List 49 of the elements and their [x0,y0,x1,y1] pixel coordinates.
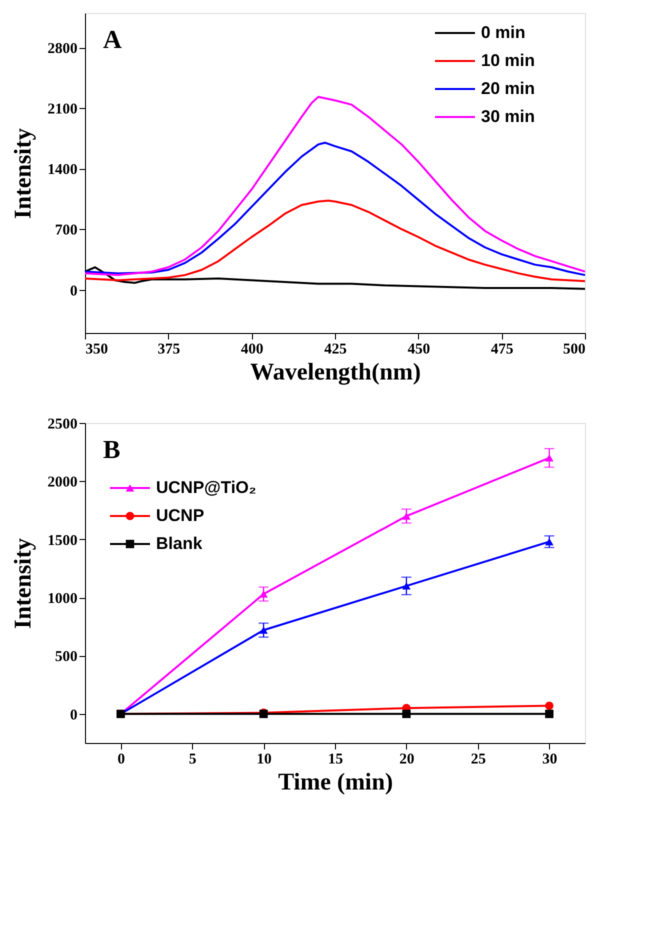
x-tick-label: 500 [563,342,586,358]
x-tick-label: 475 [490,342,514,358]
y-tick-label: 0 [70,283,78,300]
legend-label: Blank [156,534,203,553]
point [545,710,554,718]
y-tick-label: 1000 [48,591,78,608]
x-tick-label: 450 [408,342,430,358]
x-tick-label: 20 [399,752,414,768]
legend-label: 20 min [481,79,535,98]
line-series [84,142,586,276]
x-axis-title: Time (min) [278,770,393,796]
y-tick-label: 2100 [48,102,78,118]
y-tick-label: 1500 [48,532,78,549]
point [545,538,554,546]
x-tick-label: 0 [117,752,125,768]
point [402,582,411,590]
legend-label: 10 min [481,51,535,70]
line-series [84,200,586,282]
legend-label: 0 min [481,23,526,42]
chart-title: A [103,25,122,54]
x-tick-label: 25 [470,752,486,768]
y-tick-label: 2500 [48,416,78,432]
x-tick-label: 15 [328,752,343,768]
x-tick-label: 350 [86,342,108,358]
legend-label: 30 min [481,107,535,126]
x-tick-label: 375 [158,342,180,358]
point [402,710,411,718]
x-tick-label: 425 [324,342,347,358]
point [259,626,268,634]
x-tick-label: 10 [256,752,272,768]
x-tick-label: 400 [240,342,264,358]
x-axis-title: Wavelength(nm) [250,360,421,386]
x-tick-label: 5 [188,752,196,768]
point [545,454,554,462]
y-tick-label: 2000 [48,474,78,491]
text: B [103,435,120,464]
y-tick-label: 2800 [48,41,78,58]
point [545,702,554,710]
y-axis-title: Intensity [10,128,36,219]
x-tick-label: 30 [542,752,558,768]
line-series [84,96,586,276]
legend-label: UCNP [156,506,204,525]
point [402,512,411,520]
y-tick-label: 0 [70,707,78,724]
legend-label: UCNP@TiO₂ [156,478,256,497]
y-tick-label: 500 [55,649,78,666]
y-tick-label: 700 [55,222,78,239]
y-axis-title: Intensity [10,538,36,629]
y-tick-label: 1400 [48,162,78,178]
